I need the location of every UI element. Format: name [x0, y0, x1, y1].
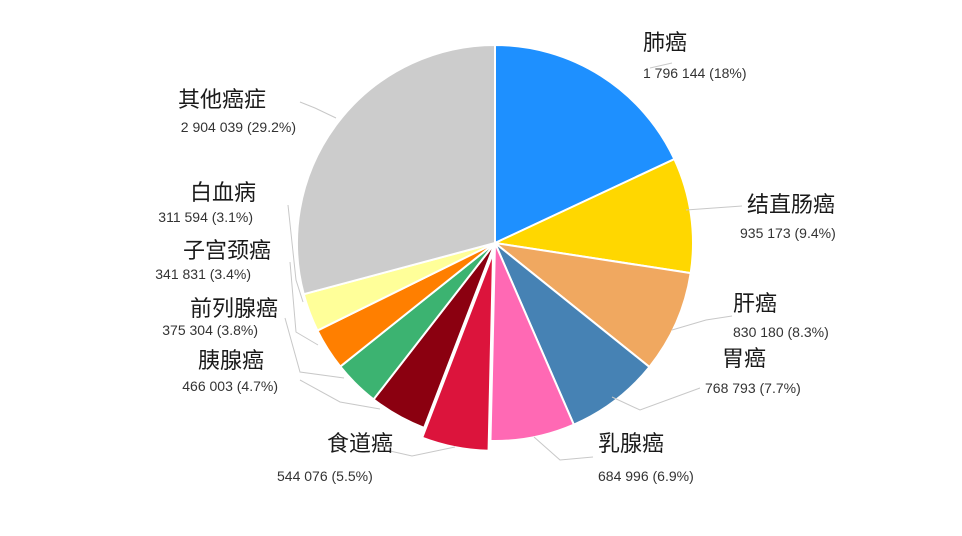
slice-value-label: 935 173 (9.4%): [740, 225, 836, 241]
leader-line: [671, 315, 733, 331]
pie-slice: [491, 241, 692, 369]
pie-slice: [489, 242, 576, 442]
pie-slice: [296, 43, 496, 296]
slice-labels: 肺癌 1 796 144 (18%) 结直肠癌 935 173 (9.4%) 肝癌 830…: [155, 31, 835, 484]
leader-line: [533, 436, 594, 461]
slice-label: 子宫颈癌: [183, 239, 271, 264]
slice-value-label: 466 003 (4.7%): [182, 378, 278, 394]
slice-value-label: 311 594 (3.1%): [158, 209, 253, 225]
pie-slice: [491, 157, 694, 275]
pie-slice: [494, 43, 676, 245]
leader-line: [299, 379, 381, 410]
slice-value-label: 684 996 (6.9%): [598, 468, 694, 484]
leader-lines: [284, 62, 743, 461]
slice-value-label: 2 904 039 (29.2%): [181, 119, 296, 135]
leader-line: [649, 62, 673, 69]
leader-line: [611, 387, 701, 411]
slice-label: 其他癌症: [178, 88, 266, 113]
leader-line: [685, 205, 743, 211]
slice-label: 前列腺癌: [190, 297, 278, 322]
slice-label: 食道癌: [327, 432, 393, 457]
slice-label: 胃癌: [722, 347, 766, 372]
slice-label: 结直肠癌: [747, 193, 835, 218]
slice-label: 乳腺癌: [598, 432, 664, 457]
leader-line: [287, 204, 304, 303]
slice-value-label: 375 304 (3.8%): [162, 322, 258, 338]
leader-line: [299, 101, 337, 119]
slice-value-label: 341 831 (3.4%): [155, 266, 251, 282]
slice-label: 胰腺癌: [198, 349, 264, 374]
pie-slice: [494, 242, 651, 426]
leader-line: [389, 446, 456, 457]
slice-label: 白血病: [190, 181, 256, 206]
pie-slices: [296, 43, 694, 452]
leader-line: [284, 317, 345, 379]
slice-value-label: 830 180 (8.3%): [733, 324, 829, 340]
slice-value-label: 544 076 (5.5%): [277, 468, 373, 484]
slice-value-label: 768 793 (7.7%): [705, 380, 801, 396]
leader-line: [289, 261, 319, 346]
slice-label: 肝癌: [733, 292, 777, 317]
slice-label: 肺癌: [643, 31, 687, 56]
slice-value-label: 1 796 144 (18%): [643, 65, 747, 81]
